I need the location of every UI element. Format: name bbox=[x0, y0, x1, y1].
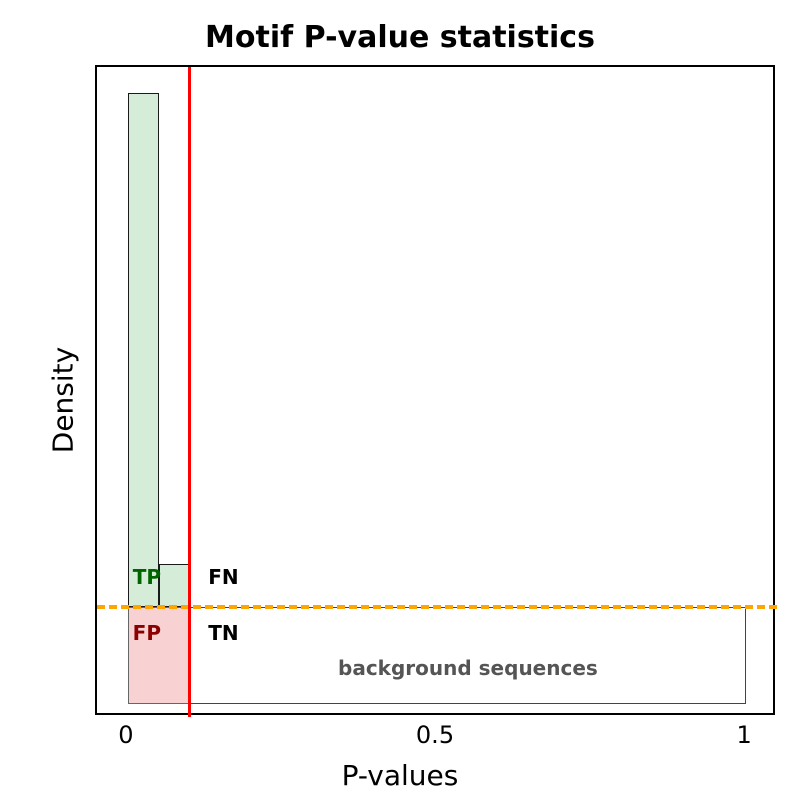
y-axis-label: Density bbox=[47, 347, 80, 453]
annotation-fn: FN bbox=[208, 565, 238, 589]
annotation-fp: FP bbox=[133, 621, 161, 645]
annotation-tp: TP bbox=[133, 565, 161, 589]
density-threshold-line bbox=[97, 605, 777, 609]
x-tick-label: 0.5 bbox=[416, 721, 454, 749]
x-axis-label: P-values bbox=[0, 759, 800, 792]
x-tick-label: 1 bbox=[736, 721, 751, 749]
annotation-background-sequences: background sequences bbox=[338, 656, 598, 680]
x-tick-label: 0 bbox=[118, 721, 133, 749]
pvalue-threshold-line bbox=[188, 67, 191, 717]
annotation-tn: TN bbox=[208, 621, 238, 645]
plot-area: TP FP FN TN background sequences bbox=[95, 65, 775, 715]
chart-title: Motif P-value statistics bbox=[0, 20, 800, 55]
tp-bar bbox=[128, 93, 159, 607]
signal-tail-bar bbox=[159, 564, 190, 606]
